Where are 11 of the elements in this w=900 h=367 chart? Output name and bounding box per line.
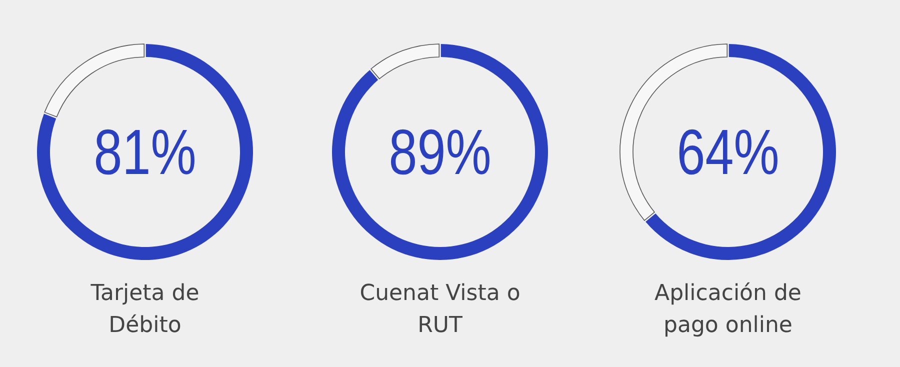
text: Aplicación de pago online <box>654 281 802 338</box>
donut-slice <box>37 44 253 260</box>
text: Tarjeta de Débito <box>90 281 200 338</box>
donut-slice <box>646 44 836 260</box>
data-label: 64% <box>676 118 780 188</box>
data-label: 89% <box>388 118 492 188</box>
donut-slice <box>44 44 145 118</box>
text: Cuenat Vista o RUT <box>360 281 520 338</box>
donut-slice <box>332 44 548 260</box>
donut-slice <box>370 44 440 80</box>
data-label: 81% <box>94 118 196 188</box>
